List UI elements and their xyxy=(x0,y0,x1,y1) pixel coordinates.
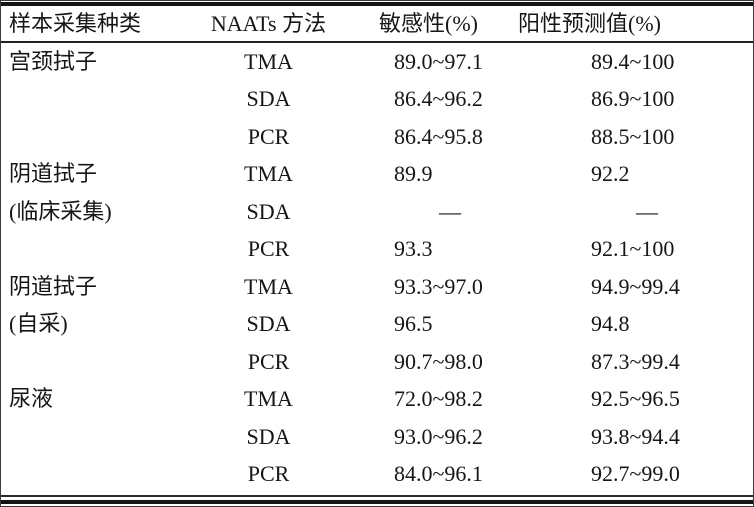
ppv-cell: 94.9~99.4 xyxy=(591,273,680,299)
sensitivity-cell: 89.9 xyxy=(394,161,433,187)
table-row: PCR 90.7~98.0 87.3~99.4 xyxy=(1,343,753,381)
ppv-cell: 92.1~100 xyxy=(591,236,675,262)
table-row: 阴道拭子 TMA 89.9 92.2 xyxy=(1,156,753,194)
ppv-cell: 92.2 xyxy=(591,161,630,187)
table-row: 尿液 TMA 72.0~98.2 92.5~96.5 xyxy=(1,381,753,419)
ppv-cell: 88.5~100 xyxy=(591,123,675,149)
sensitivity-cell: 86.4~96.2 xyxy=(394,86,483,112)
table-top-rule xyxy=(1,2,753,6)
method-cell: TMA xyxy=(244,161,293,187)
method-cell: PCR xyxy=(247,348,290,374)
method-cell: PCR xyxy=(247,461,290,487)
ppv-cell: — xyxy=(636,198,659,224)
header-ppv: 阳性预测值(%) xyxy=(518,10,661,36)
sensitivity-cell: 93.3 xyxy=(394,236,433,262)
method-cell: TMA xyxy=(244,48,293,74)
method-cell: PCR xyxy=(247,236,290,262)
method-cell: SDA xyxy=(246,311,291,337)
sample-type-cell xyxy=(1,231,191,269)
ppv-cell: 93.8~94.4 xyxy=(591,423,680,449)
table-row: 宫颈拭子 TMA 89.0~97.1 89.4~100 xyxy=(1,42,753,81)
method-cell: SDA xyxy=(246,198,291,224)
sample-type-cell: 宫颈拭子 xyxy=(9,48,98,74)
method-cell: TMA xyxy=(244,386,293,412)
table-row: SDA 86.4~96.2 86.9~100 xyxy=(1,81,753,119)
sensitivity-cell: 90.7~98.0 xyxy=(394,348,483,374)
ppv-cell: 87.3~99.4 xyxy=(591,348,680,374)
sample-type-cell: 阴道拭子 xyxy=(9,161,98,187)
sensitivity-cell: 93.0~96.2 xyxy=(394,423,483,449)
sample-type-cell: 尿液 xyxy=(9,386,54,412)
ppv-cell: 94.8 xyxy=(591,311,630,337)
ppv-cell: 86.9~100 xyxy=(591,86,675,112)
naats-comparison-table: 样本采集种类 NAATs 方法 敏感性(%) 阳性预测值(%) 宫颈拭子 TMA… xyxy=(1,6,753,494)
header-row: 样本采集种类 NAATs 方法 敏感性(%) 阳性预测值(%) xyxy=(1,6,753,42)
sensitivity-cell: 84.0~96.1 xyxy=(394,461,483,487)
header-sample-type: 样本采集种类 xyxy=(9,10,142,36)
ppv-cell: 92.5~96.5 xyxy=(591,386,680,412)
ppv-cell: 89.4~100 xyxy=(591,48,675,74)
ppv-cell: 92.7~99.0 xyxy=(591,461,680,487)
method-cell: PCR xyxy=(247,123,290,149)
table-row: PCR 84.0~96.1 92.7~99.0 xyxy=(1,456,753,494)
header-sensitivity: 敏感性(%) xyxy=(379,10,478,36)
sample-type-cell: (自采) xyxy=(9,311,68,337)
header-method: NAATs 方法 xyxy=(210,10,327,36)
sensitivity-cell: 96.5 xyxy=(394,311,433,337)
table-row: (自采) SDA 96.5 94.8 xyxy=(1,306,753,344)
sample-type-cell: (临床采集) xyxy=(9,198,112,224)
table-row: PCR 93.3 92.1~100 xyxy=(1,231,753,269)
sensitivity-cell: 86.4~95.8 xyxy=(394,123,483,149)
sensitivity-cell: 89.0~97.1 xyxy=(394,48,483,74)
sample-type-cell xyxy=(1,81,191,119)
sensitivity-cell: 72.0~98.2 xyxy=(394,386,483,412)
method-cell: SDA xyxy=(246,423,291,449)
sample-type-cell xyxy=(1,118,191,156)
method-cell: SDA xyxy=(246,86,291,112)
table-row: 阴道拭子 TMA 93.3~97.0 94.9~99.4 xyxy=(1,268,753,306)
method-cell: TMA xyxy=(244,273,293,299)
table-row: (临床采集) SDA — — xyxy=(1,193,753,231)
sample-type-cell xyxy=(1,456,191,494)
sensitivity-cell: 93.3~97.0 xyxy=(394,273,483,299)
table-bottom-thin-rule xyxy=(1,495,753,497)
table-bottom-thick-rule xyxy=(1,500,753,504)
sample-type-cell: 阴道拭子 xyxy=(9,273,98,299)
sample-type-cell xyxy=(1,343,191,381)
sensitivity-cell: — xyxy=(439,198,462,224)
sample-type-cell xyxy=(1,418,191,456)
table-row: PCR 86.4~95.8 88.5~100 xyxy=(1,118,753,156)
table-row: SDA 93.0~96.2 93.8~94.4 xyxy=(1,418,753,456)
